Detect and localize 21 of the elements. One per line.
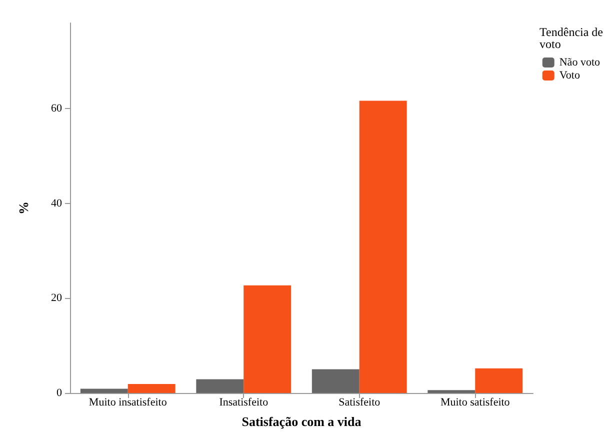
bar xyxy=(128,384,176,393)
bar xyxy=(312,369,360,393)
x-tick-label: Muito satisfeito xyxy=(440,396,510,408)
bar xyxy=(80,388,128,393)
x-tick-label: Satisfeito xyxy=(338,396,381,408)
y-tick-label: 40 xyxy=(51,197,62,210)
legend-label: Voto xyxy=(559,70,580,82)
legend-title: Tendência de voto xyxy=(540,25,604,51)
x-tick-label: Muito insatisfeito xyxy=(88,396,168,408)
legend-label: Não voto xyxy=(559,56,600,68)
x-tick-label: Insatisfeito xyxy=(219,396,269,408)
bar xyxy=(428,390,476,393)
x-axis-title: Satisfação com a vida xyxy=(242,414,362,429)
bar xyxy=(244,285,292,393)
y-axis-title: % xyxy=(16,202,31,214)
y-tick-label: 20 xyxy=(51,292,62,304)
y-tick-label: 0 xyxy=(56,387,62,399)
bar xyxy=(196,379,244,393)
y-tick-label: 60 xyxy=(51,102,62,114)
bar xyxy=(359,100,407,393)
bar xyxy=(475,368,523,393)
